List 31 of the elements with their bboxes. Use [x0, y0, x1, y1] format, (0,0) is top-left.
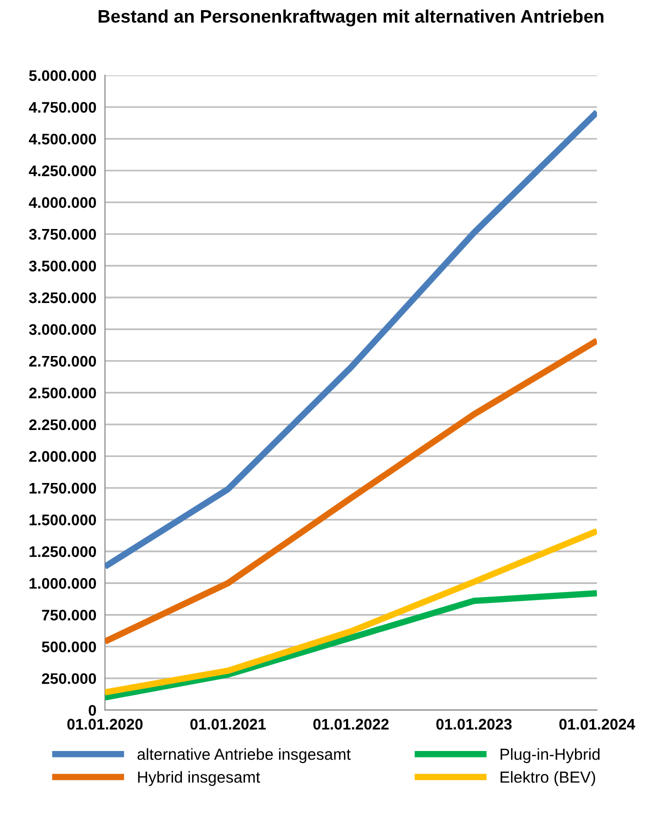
y-tick-label: 500.000 — [42, 641, 96, 652]
x-tick-label: 01.01.2023 — [436, 718, 512, 730]
y-tick-label: 250.000 — [42, 673, 96, 684]
y-tick-label: 1.500.000 — [30, 514, 96, 526]
y-tick-label: 3.750.000 — [29, 228, 96, 240]
y-tick-label: 750.000 — [42, 610, 96, 621]
y-tick-label: 4.250.000 — [28, 165, 96, 176]
y-tick-label: 3.500.000 — [29, 260, 96, 272]
legend-label: alternative Antriebe insgesamt — [138, 748, 351, 764]
y-tick-label: 1.750.000 — [30, 482, 96, 494]
y-tick-label: 2.500.000 — [29, 388, 96, 398]
y-tick-label: 4.750.000 — [28, 102, 96, 113]
x-tick-label: 01.01.2020 — [67, 718, 143, 730]
y-tick-label: 2.250.000 — [29, 419, 96, 430]
y-tick-label: 4.500.000 — [28, 134, 96, 145]
y-tick-label: 2.750.000 — [29, 356, 96, 367]
y-tick-label: 0 — [88, 704, 96, 716]
x-tick-label: 01.01.2021 — [190, 718, 266, 730]
y-tick-label: 3.000.000 — [29, 324, 96, 335]
y-tick-label: 5.000.000 — [29, 70, 96, 82]
x-tick-label: 01.01.2022 — [313, 718, 389, 730]
y-tick-label: 1.250.000 — [30, 546, 96, 558]
chart-title: Bestand an Personenkraftwagen mit alternativen Antrieben — [98, 9, 604, 26]
x-tick-label: 01.01.2024 — [559, 718, 636, 730]
legend-label: Plug-in-Hybrid — [500, 748, 600, 764]
legend-label: Elektro (BEV) — [500, 771, 596, 786]
y-tick-label: 2.000.000 — [29, 451, 96, 462]
y-tick-label: 3.250.000 — [29, 292, 96, 304]
y-tick-label: 1.000.000 — [30, 578, 96, 589]
legend-label: Hybrid insgesamt — [138, 771, 260, 786]
y-tick-label: 4.000.000 — [28, 197, 96, 208]
